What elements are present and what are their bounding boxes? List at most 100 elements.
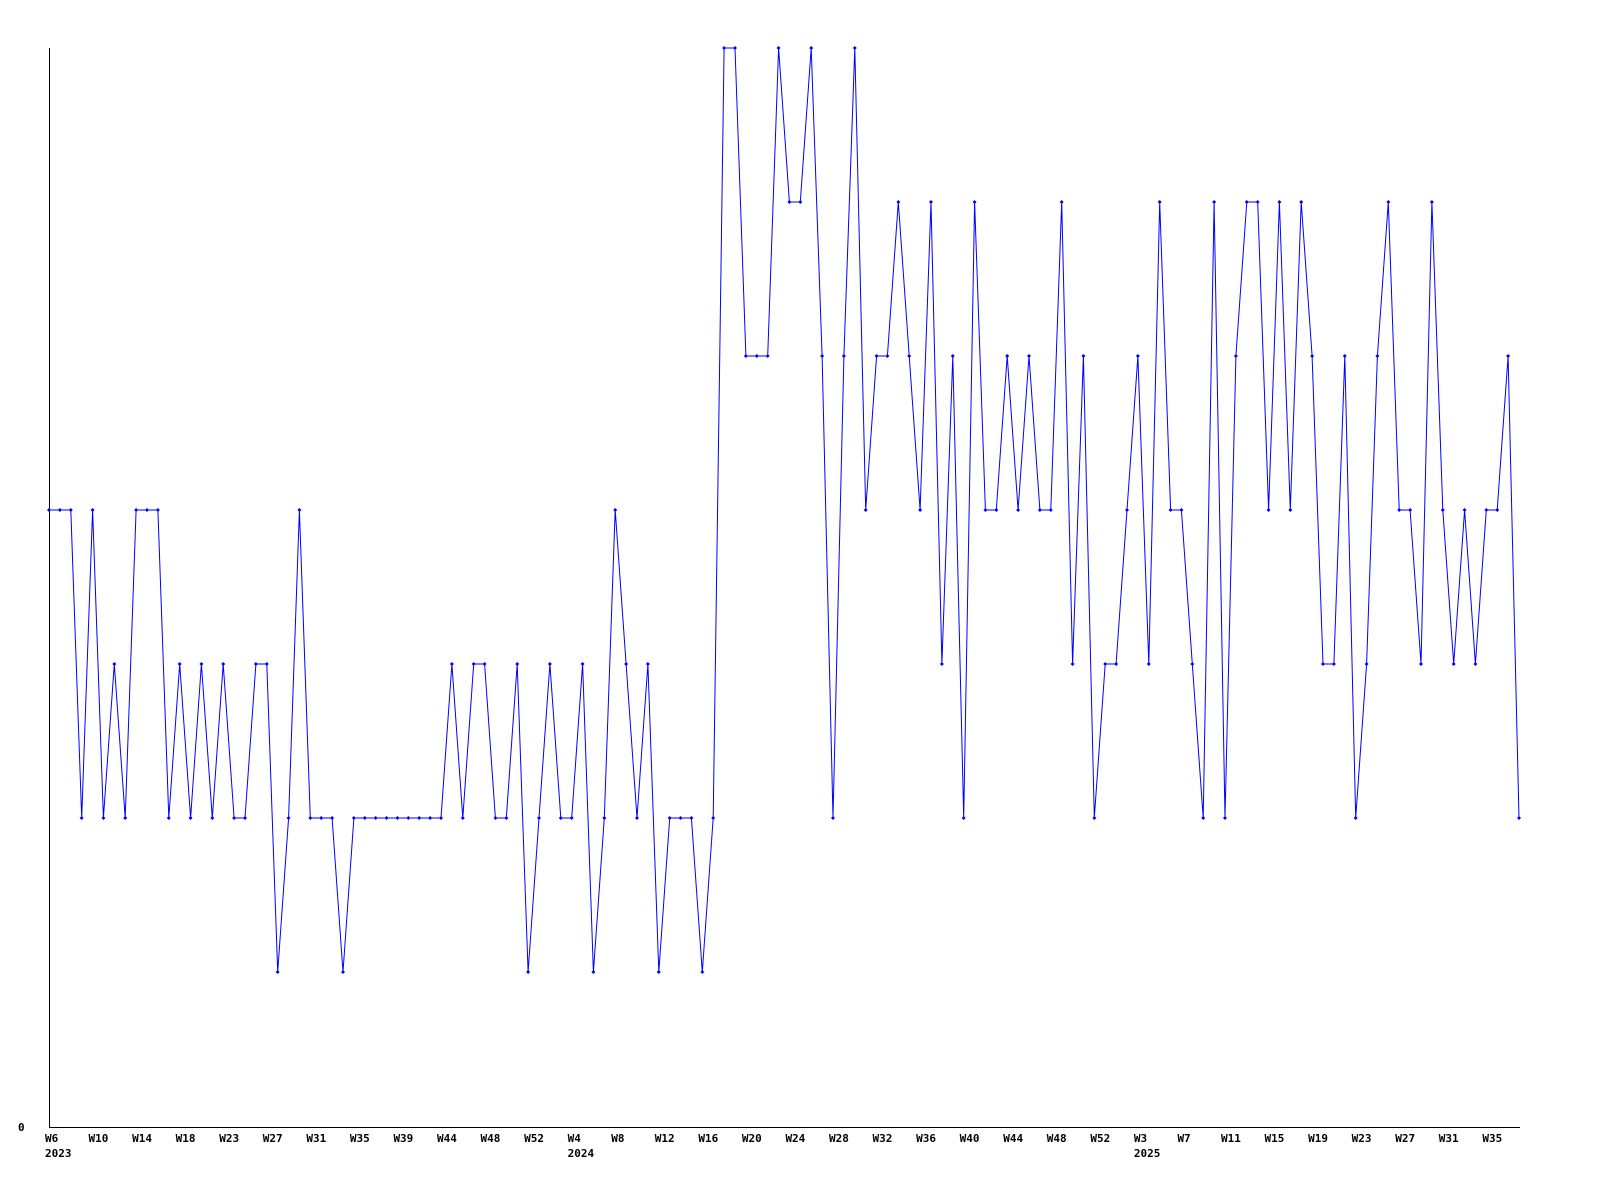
data-point xyxy=(1440,508,1445,512)
x-tick-label: W23 xyxy=(219,1132,239,1145)
data-point xyxy=(743,354,748,358)
data-point xyxy=(351,816,356,820)
data-point xyxy=(1157,200,1162,204)
data-point xyxy=(308,816,313,820)
data-point xyxy=(1451,662,1456,666)
data-point xyxy=(787,200,792,204)
data-point xyxy=(820,354,825,358)
data-point xyxy=(112,662,117,666)
data-point xyxy=(199,662,204,666)
series-line xyxy=(49,47,1520,973)
x-tick-label: W44 xyxy=(437,1132,457,1145)
data-point xyxy=(493,816,498,820)
data-point xyxy=(449,662,454,666)
data-point xyxy=(1462,508,1467,512)
data-point xyxy=(1059,200,1064,204)
data-point xyxy=(395,816,400,820)
data-point xyxy=(972,200,977,204)
data-point xyxy=(243,816,247,820)
data-point xyxy=(1321,662,1325,666)
data-point xyxy=(558,816,563,820)
x-tick-label: W27 xyxy=(263,1132,283,1145)
data-point xyxy=(90,508,95,512)
data-point xyxy=(929,200,933,204)
x-tick-label: W40 xyxy=(960,1132,980,1145)
data-point xyxy=(1244,200,1249,204)
data-point xyxy=(711,816,716,820)
data-point xyxy=(373,816,378,820)
data-point xyxy=(221,662,226,666)
x-tick-label: W27 xyxy=(1395,1132,1415,1145)
x-tick-label: W31 xyxy=(306,1132,326,1145)
data-point xyxy=(918,508,923,512)
data-point xyxy=(678,816,683,820)
data-point xyxy=(1092,816,1097,820)
data-point xyxy=(798,200,803,204)
data-point xyxy=(79,816,84,820)
data-point xyxy=(286,816,291,820)
data-point xyxy=(264,662,269,666)
data-point xyxy=(994,508,999,512)
data-point xyxy=(47,508,51,512)
data-point xyxy=(362,816,367,820)
data-point xyxy=(961,816,966,820)
data-point xyxy=(1517,816,1521,820)
data-point xyxy=(863,508,868,512)
data-point xyxy=(635,816,639,820)
data-point xyxy=(831,816,835,820)
data-point xyxy=(526,970,531,974)
data-point xyxy=(624,662,629,666)
x-tick-label: W19 xyxy=(1308,1132,1328,1145)
data-point xyxy=(1277,200,1282,204)
data-point xyxy=(1310,354,1315,358)
data-point xyxy=(1266,508,1271,512)
data-point xyxy=(57,508,62,512)
data-point xyxy=(547,662,552,666)
x-year-label: 2023 xyxy=(45,1147,72,1160)
x-tick-label: W20 xyxy=(742,1132,762,1145)
data-point xyxy=(841,354,846,358)
x-tick-label: W18 xyxy=(176,1132,196,1145)
data-point xyxy=(809,46,814,50)
data-point xyxy=(1168,508,1173,512)
data-point xyxy=(569,816,574,820)
x-tick-label: W52 xyxy=(524,1132,544,1145)
data-point xyxy=(907,354,912,358)
x-tick-label: W4 xyxy=(568,1132,582,1145)
data-point xyxy=(177,662,182,666)
x-tick-label: W15 xyxy=(1265,1132,1285,1145)
data-point xyxy=(754,354,759,358)
data-point xyxy=(896,200,901,204)
x-tick-label: W52 xyxy=(1090,1132,1110,1145)
data-point xyxy=(1386,200,1391,204)
data-point xyxy=(188,816,193,820)
data-point xyxy=(1342,354,1347,358)
data-point xyxy=(885,354,890,358)
data-point xyxy=(1353,816,1358,820)
data-point xyxy=(341,970,345,974)
data-point xyxy=(1190,662,1195,666)
data-point xyxy=(613,508,618,512)
x-tick-label: W48 xyxy=(1047,1132,1067,1145)
x-tick-label: W24 xyxy=(785,1132,805,1145)
data-point xyxy=(319,816,324,820)
data-point xyxy=(537,816,541,820)
data-point xyxy=(1114,662,1119,666)
data-point xyxy=(166,816,171,820)
x-tick-label: W23 xyxy=(1352,1132,1372,1145)
data-point xyxy=(439,816,443,820)
data-point xyxy=(667,816,672,820)
x-tick-label: W3 xyxy=(1134,1132,1147,1145)
data-point xyxy=(765,354,770,358)
x-tick-label: W16 xyxy=(698,1132,718,1145)
x-tick-label: W10 xyxy=(89,1132,109,1145)
data-point xyxy=(417,816,422,820)
data-point xyxy=(580,662,585,666)
x-tick-label: W35 xyxy=(1482,1132,1502,1145)
data-point xyxy=(1016,508,1021,512)
data-point xyxy=(275,970,280,974)
x-tick-label: W48 xyxy=(481,1132,501,1145)
data-point xyxy=(1135,354,1140,358)
data-point xyxy=(1299,200,1304,204)
data-point xyxy=(1331,662,1336,666)
